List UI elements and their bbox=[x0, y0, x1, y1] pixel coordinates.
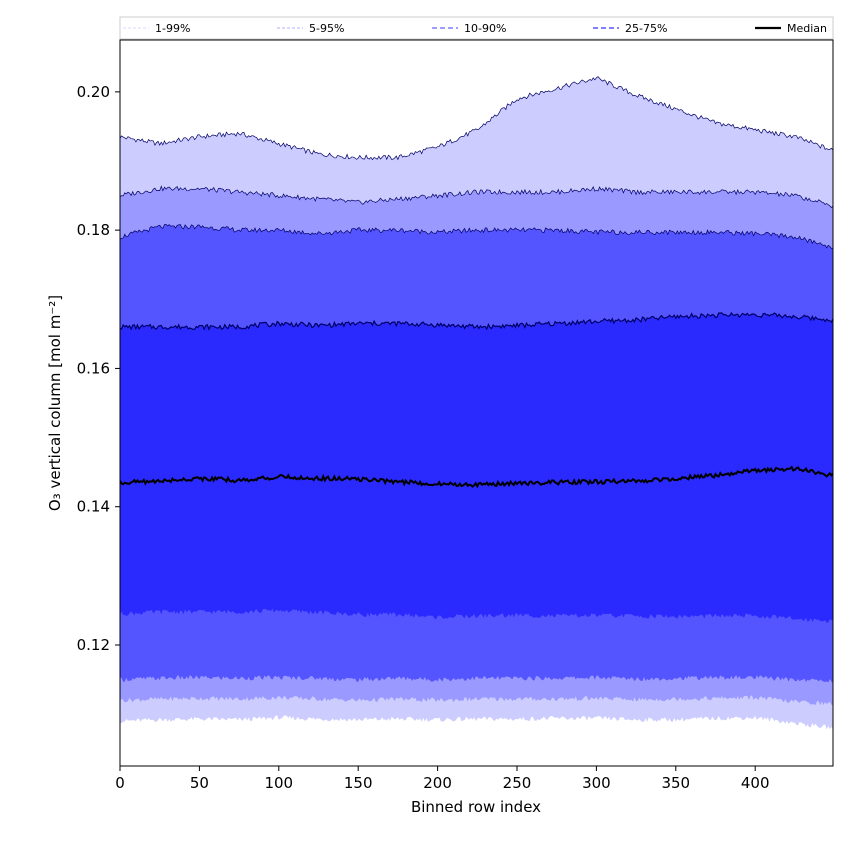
y-tick-label: 0.18 bbox=[77, 221, 110, 239]
legend-frame bbox=[119, 16, 834, 40]
x-tick-label: 400 bbox=[741, 774, 770, 792]
plot-frame bbox=[119, 39, 834, 767]
legend-label: 1-99% bbox=[155, 22, 190, 35]
x-tick-label: 300 bbox=[582, 774, 611, 792]
x-axis-title: Binned row index bbox=[411, 798, 541, 816]
legend-label: 25-75% bbox=[625, 22, 667, 35]
legend-label: 5-95% bbox=[309, 22, 344, 35]
median-line bbox=[120, 465, 833, 489]
y-axis: 0.12 0.14 0.16 0.18 0.20 bbox=[77, 83, 120, 654]
y-tick-label: 0.14 bbox=[77, 498, 110, 516]
y-tick-label: 0.20 bbox=[77, 83, 110, 101]
percentile-bands bbox=[120, 76, 833, 730]
x-tick-label: 200 bbox=[423, 774, 452, 792]
x-tick-label: 0 bbox=[115, 774, 125, 792]
x-tick-label: 150 bbox=[344, 774, 373, 792]
y-tick-label: 0.12 bbox=[77, 636, 110, 654]
median-line-layer bbox=[120, 465, 833, 489]
x-tick-label: 250 bbox=[503, 774, 532, 792]
band-10-90%-upper-edge bbox=[120, 223, 833, 249]
x-tick-label: 350 bbox=[661, 774, 690, 792]
legend-label: 10-90% bbox=[464, 22, 506, 35]
legend-label: Median bbox=[787, 22, 827, 35]
band-25-75%-area bbox=[120, 312, 833, 623]
x-axis: 0 50 100 150 200 250 300 350 400 bbox=[115, 766, 770, 792]
y-axis-title: O₃ vertical column [mol m⁻²] bbox=[46, 295, 64, 511]
x-tick-label: 50 bbox=[190, 774, 209, 792]
band-25-75%-upper-edge bbox=[120, 311, 833, 331]
x-tick-label: 100 bbox=[264, 774, 293, 792]
y-tick-label: 0.16 bbox=[77, 359, 110, 377]
legend: 1-99% 5-95% 10-90% 25-75% Median bbox=[119, 16, 834, 40]
band-1-99%-upper-edge bbox=[120, 76, 833, 161]
band-5-95%-upper-edge bbox=[120, 185, 833, 208]
